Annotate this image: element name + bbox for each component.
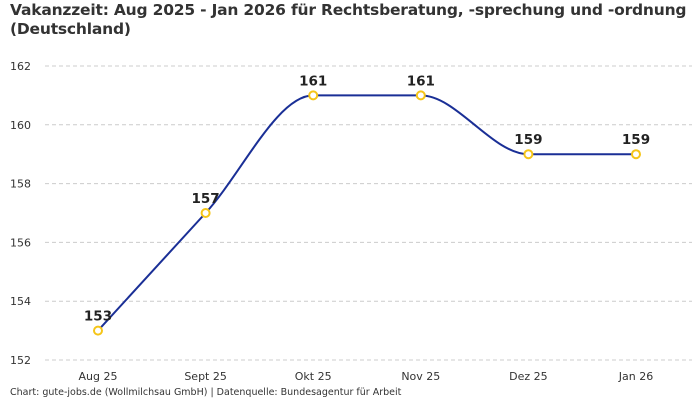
data-label: 159 xyxy=(622,132,650,148)
chart-footer: Chart: gute-jobs.de (Wollmilchsau GmbH) … xyxy=(10,387,402,398)
y-tick-label: 160 xyxy=(10,119,31,132)
chart-title: Vakanzzeit: Aug 2025 - Jan 2026 für Rech… xyxy=(10,1,687,38)
data-point xyxy=(523,149,534,160)
series-line xyxy=(97,94,636,332)
data-point xyxy=(93,325,103,336)
data-label: 153 xyxy=(84,309,112,325)
x-tick-label: Nov 25 xyxy=(401,370,440,383)
y-tick-label: 154 xyxy=(10,295,31,308)
data-label: 161 xyxy=(407,73,435,89)
data-point xyxy=(200,208,211,218)
y-tick-label: 152 xyxy=(10,354,31,367)
x-tick-label: Aug 25 xyxy=(79,370,118,383)
data-label: 157 xyxy=(192,191,220,207)
y-tick-label: 156 xyxy=(10,236,31,249)
data-point xyxy=(415,90,426,101)
x-tick-label: Okt 25 xyxy=(295,370,332,383)
data-label: 161 xyxy=(299,73,327,89)
data-point xyxy=(631,149,641,160)
x-tick-label: Sept 25 xyxy=(184,370,227,383)
y-tick-label: 158 xyxy=(10,178,31,191)
data-point xyxy=(308,90,319,101)
x-tick-label: Jan 26 xyxy=(618,370,653,383)
x-tick-label: Dez 25 xyxy=(509,370,548,383)
data-label: 159 xyxy=(514,132,542,148)
y-tick-label: 162 xyxy=(10,60,31,73)
